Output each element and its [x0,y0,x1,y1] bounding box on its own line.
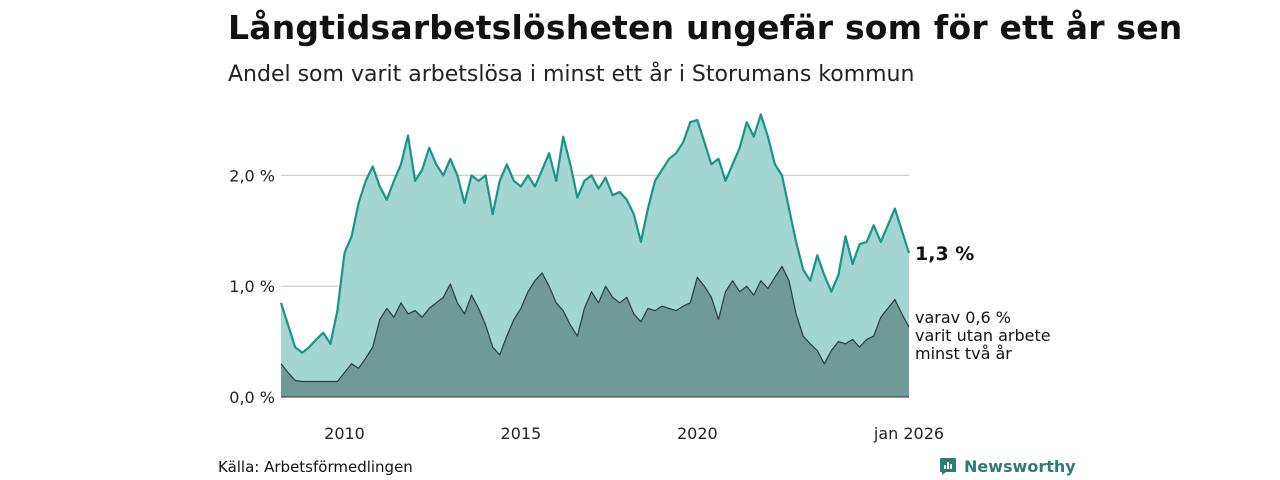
x-tick-label: jan 2026 [873,424,944,443]
newsworthy-icon [940,458,956,475]
end-label-sub: minst två år [915,344,1012,363]
x-tick-label: 2010 [324,424,365,443]
x-tick-label: 2015 [501,424,542,443]
end-label-total: 1,3 % [915,243,974,265]
line-total [279,113,911,354]
brand-name: Newsworthy [964,456,1076,476]
y-tick-label: 1,0 % [229,277,275,296]
end-label-sub: varit utan arbete [915,326,1051,345]
chart-areas [279,113,911,397]
y-tick-label: 0,0 % [229,388,275,407]
y-tick-label: 2,0 % [229,166,275,185]
area-sub [281,266,909,397]
source-note: Källa: Arbetsförmedlingen [218,458,413,476]
axes: 0,0 % 1,0 % 2,0 % 2010 2015 2020 jan 2026 [229,166,944,443]
brand-logo: Newsworthy [938,456,1076,476]
x-tick-label: 2020 [677,424,718,443]
end-label-sub: varav 0,6 % [915,308,1011,327]
line-sub [280,265,910,383]
chart-subtitle: Andel som varit arbetslösa i minst ett å… [228,62,915,87]
chart-title: Långtidsarbetslösheten ungefär som för e… [228,8,1183,47]
